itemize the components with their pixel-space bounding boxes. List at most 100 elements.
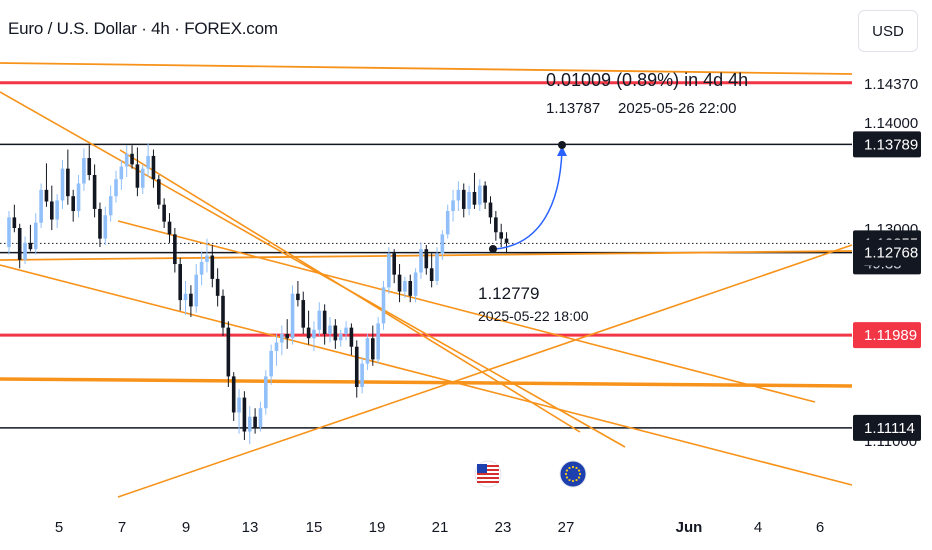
candle[interactable]: [376, 317, 380, 364]
candle[interactable]: [322, 304, 327, 345]
candle[interactable]: [173, 228, 177, 273]
candle[interactable]: [140, 164, 145, 195]
candle[interactable]: [247, 406, 252, 445]
projection-curve[interactable]: [494, 149, 563, 250]
candle[interactable]: [103, 206, 108, 245]
candle[interactable]: [237, 389, 241, 434]
candle[interactable]: [253, 408, 257, 434]
candle[interactable]: [76, 175, 81, 218]
candle[interactable]: [92, 164, 97, 218]
trend-line-top[interactable]: [0, 62, 853, 75]
price-tag[interactable]: 1.11114: [853, 414, 921, 441]
candle[interactable]: [167, 213, 172, 243]
candle[interactable]: [290, 285, 295, 345]
candle[interactable]: [365, 334, 370, 371]
candle[interactable]: [392, 249, 396, 284]
candle[interactable]: [413, 268, 418, 303]
candle[interactable]: [296, 281, 300, 307]
candle[interactable]: [397, 264, 402, 303]
candle[interactable]: [98, 202, 102, 248]
trend-line-channel-upper[interactable]: [0, 91, 626, 448]
candle[interactable]: [360, 357, 364, 394]
candle[interactable]: [146, 143, 150, 178]
candle[interactable]: [12, 204, 17, 233]
candle[interactable]: [44, 163, 49, 207]
candle[interactable]: [387, 247, 391, 294]
candle[interactable]: [242, 391, 247, 440]
candle[interactable]: [381, 281, 386, 330]
candle[interactable]: [317, 302, 322, 337]
trend-line-channel-mid[interactable]: [117, 220, 816, 403]
candle[interactable]: [488, 196, 493, 224]
candle[interactable]: [478, 179, 482, 212]
projection-end-dot[interactable]: [558, 141, 566, 149]
candle[interactable]: [66, 149, 70, 205]
candle[interactable]: [349, 323, 354, 356]
candle[interactable]: [419, 242, 423, 279]
candle[interactable]: [285, 319, 289, 349]
candle[interactable]: [306, 310, 311, 345]
eu-flag-icon[interactable]: [559, 460, 587, 488]
candle[interactable]: [456, 181, 461, 212]
candle[interactable]: [82, 148, 86, 191]
candle[interactable]: [440, 230, 445, 260]
candle[interactable]: [199, 251, 204, 286]
candle[interactable]: [28, 224, 33, 252]
candle[interactable]: [494, 211, 498, 241]
candle[interactable]: [499, 223, 503, 248]
candle[interactable]: [87, 145, 92, 181]
candle[interactable]: [467, 185, 471, 216]
candle[interactable]: [33, 213, 38, 255]
candle[interactable]: [429, 253, 434, 288]
projection-start-dot[interactable]: [489, 245, 497, 253]
candle[interactable]: [50, 185, 54, 231]
candle[interactable]: [258, 401, 263, 432]
us-flag-icon[interactable]: [474, 460, 502, 488]
candle[interactable]: [7, 211, 11, 255]
candle[interactable]: [55, 194, 59, 228]
candle[interactable]: [354, 340, 359, 398]
candle[interactable]: [189, 285, 193, 318]
candle[interactable]: [135, 147, 140, 197]
candle[interactable]: [183, 281, 188, 315]
candle[interactable]: [435, 247, 439, 286]
candle[interactable]: [108, 185, 113, 222]
candle[interactable]: [210, 244, 215, 288]
candle[interactable]: [205, 238, 209, 273]
candle[interactable]: [483, 181, 487, 209]
candle[interactable]: [226, 321, 231, 387]
trend-line-steep[interactable]: [119, 149, 581, 433]
candle[interactable]: [23, 236, 27, 265]
candle[interactable]: [312, 321, 316, 351]
candle[interactable]: [114, 170, 118, 203]
candle[interactable]: [344, 321, 348, 341]
candle[interactable]: [162, 198, 166, 228]
candle[interactable]: [119, 160, 124, 190]
candle[interactable]: [231, 372, 236, 421]
support-line-thick[interactable]: [0, 377, 853, 388]
candle[interactable]: [333, 319, 338, 349]
candle[interactable]: [280, 325, 284, 356]
candle[interactable]: [424, 244, 429, 275]
candle[interactable]: [124, 145, 129, 178]
trend-line-rising[interactable]: [117, 244, 853, 498]
candle[interactable]: [130, 145, 134, 169]
candle[interactable]: [371, 325, 375, 366]
candle[interactable]: [221, 289, 225, 337]
candle[interactable]: [151, 149, 156, 188]
candle[interactable]: [472, 172, 477, 209]
price-tag[interactable]: 1.13789: [853, 131, 921, 158]
candle[interactable]: [504, 232, 509, 254]
candle[interactable]: [408, 274, 413, 303]
candle[interactable]: [269, 344, 273, 385]
price-tag[interactable]: 1.12768: [853, 239, 921, 266]
candle[interactable]: [178, 257, 182, 311]
candle[interactable]: [328, 317, 332, 343]
currency-button[interactable]: USD: [858, 10, 918, 52]
candle[interactable]: [451, 189, 455, 222]
candle[interactable]: [301, 291, 306, 334]
candle[interactable]: [157, 175, 161, 209]
candle[interactable]: [264, 370, 268, 415]
price-tag[interactable]: 1.11989: [853, 322, 921, 349]
